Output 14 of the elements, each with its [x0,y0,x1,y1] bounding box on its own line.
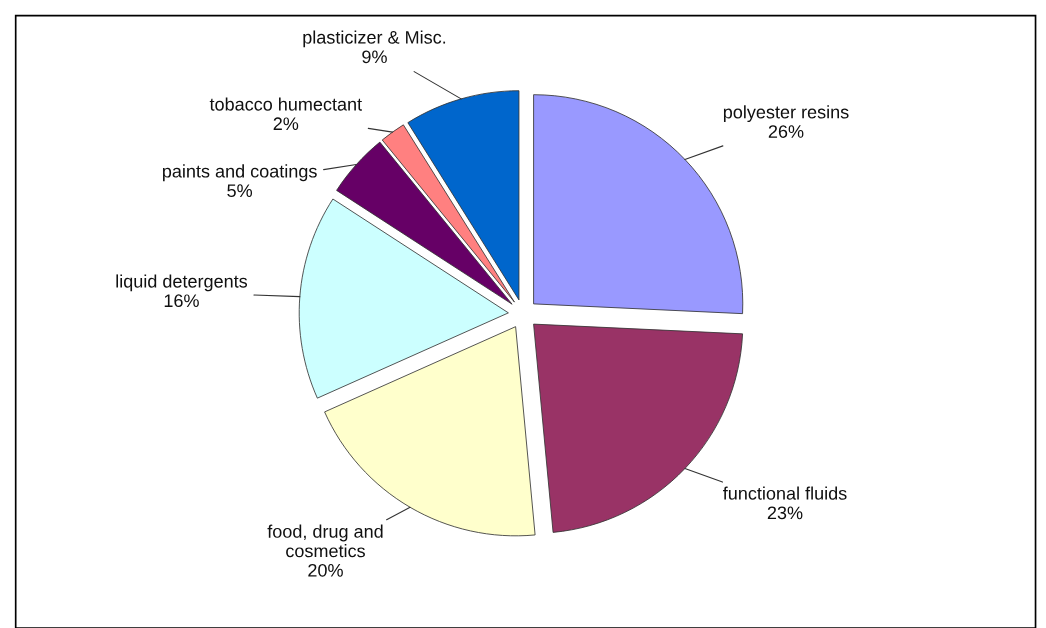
data-label: 20% [308,563,343,577]
slice-label: plasticizer & Misc. [303,30,446,48]
slice-label: food, drug and cosmetics [267,524,383,558]
data-label: 5% [227,184,253,198]
data-label: 2% [273,117,299,131]
slice-label: paints and coatings [162,164,317,182]
slice-label: polyester resins [723,105,849,123]
data-label: 9% [362,50,387,64]
slice-label: functional fluids [723,486,847,500]
slice-label: tobacco humectant [209,97,362,111]
data-label: 16% [164,294,199,308]
data-label: 23% [767,506,803,520]
slice-label: liquid detergents [116,274,248,292]
data-label: 26% [768,125,804,138]
